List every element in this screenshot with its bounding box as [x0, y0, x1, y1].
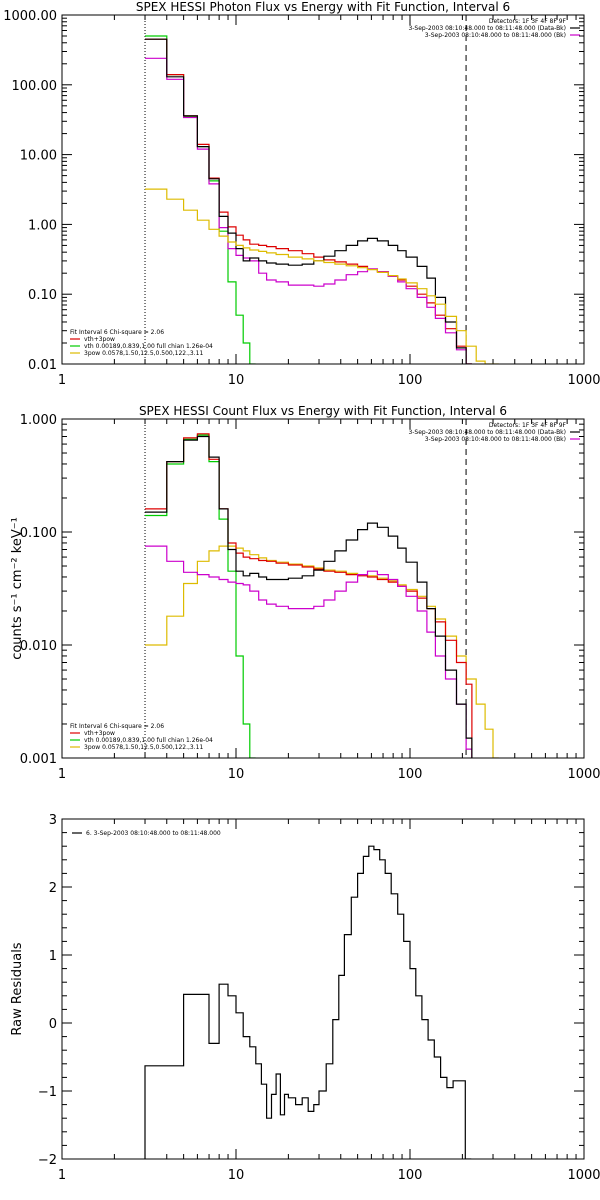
count-series-line: [145, 545, 473, 758]
residuals-legend-entry: 6. 3-Sep-2003 08:10:48.000 to 08:11:48.0…: [86, 830, 221, 837]
residuals-xtick-label: 100: [398, 1168, 423, 1183]
residuals-xtick-label: 1: [58, 1168, 66, 1183]
count-ytick-label: 1.000: [20, 413, 57, 428]
count-series-line: [145, 434, 256, 758]
count-xtick-label: 1: [58, 767, 66, 782]
residuals-ytick-label: 1: [49, 949, 57, 964]
photon-series-line: [145, 38, 472, 364]
photon-info-line: Detectors: 1F 3F 4F 8F 9F: [489, 18, 567, 25]
residuals-ytick-label: −2: [38, 1153, 57, 1168]
residuals-ytick-label: −1: [38, 1085, 57, 1100]
photon-legend-entry: vth+3pow: [84, 336, 115, 343]
photon-legend-entry: vth 0.00189,0.839,1.00 full chian 1.26e-…: [84, 343, 213, 350]
residuals-xtick-label: 10: [228, 1168, 245, 1183]
photon-ytick-label: 1000.00: [3, 9, 57, 24]
count-info-line: Detectors: 1F 3F 4F 8F 9F: [489, 422, 567, 429]
count-ylabel: counts s⁻¹ cm⁻² keV⁻¹: [10, 517, 25, 660]
photon-xtick-label: 1000: [567, 373, 600, 388]
count-series-line: [145, 435, 473, 758]
count-legend-entry: 3pow 0.0578,1.50,12.5,0.500,122.,3.11: [84, 744, 203, 751]
photon-xtick-label: 10: [228, 373, 245, 388]
photon-ytick-label: 1.00: [28, 218, 57, 233]
count-xtick-label: 100: [398, 767, 423, 782]
count-xtick-label: 10: [228, 767, 245, 782]
count-xtick-label: 1000: [567, 767, 600, 782]
photon-xtick-label: 100: [398, 373, 423, 388]
photon-panel: SPEX HESSI Photon Flux vs Energy with Fi…: [3, 0, 600, 388]
count-data: [145, 433, 499, 758]
count-panel: SPEX HESSI Count Flux vs Energy with Fit…: [10, 404, 600, 782]
photon-ytick-label: 0.01: [28, 358, 57, 373]
photon-ytick-label: 100.00: [12, 79, 58, 94]
photon-legend-title: Fit Interval 6 Chi-square = 2.06: [70, 329, 164, 336]
photon-info-line: 3-Sep-2003 08:10:48.000 to 08:11:48.000 …: [408, 25, 566, 32]
photon-data: [145, 35, 499, 364]
photon-title: SPEX HESSI Photon Flux vs Energy with Fi…: [136, 0, 510, 14]
residuals-ytick-label: 3: [49, 813, 57, 828]
residuals-ytick-label: 2: [49, 881, 57, 896]
count-legend-entry: vth+3pow: [84, 730, 115, 737]
count-info-line: 3-Sep-2003 08:10:48.000 to 08:11:48.000 …: [408, 429, 566, 436]
count-title: SPEX HESSI Count Flux vs Energy with Fit…: [139, 404, 507, 418]
photon-legend-entry: 3pow 0.0578,1.50,12.5,0.500,122.,3.11: [84, 350, 203, 357]
count-ytick-label: 0.010: [20, 639, 57, 654]
count-legend-title: Fit Interval 6 Chi-square = 2.06: [70, 723, 164, 730]
photon-info-line: 3-Sep-2003 08:10:48.000 to 08:11:48.000 …: [425, 32, 566, 39]
count-frame: [61, 418, 585, 759]
photon-ytick-label: 10.00: [20, 149, 57, 164]
photon-series-line: [145, 57, 472, 364]
photon-xtick-label: 1: [58, 373, 66, 388]
residuals-ylabel: Raw Residuals: [10, 942, 25, 1035]
count-legend-entry: vth 0.00189,0.839,1.00 full chian 1.26e-…: [84, 737, 213, 744]
residuals-panel: 1 10 100 1000 −2 −1 0 1 2 3 Raw Residuals 6. 3-Sep-…: [10, 813, 600, 1183]
photon-series-line: [145, 35, 256, 364]
count-ytick-label: 0.001: [20, 752, 57, 767]
photon-frame: [61, 14, 585, 365]
residuals-frame: [61, 818, 585, 1160]
photon-ytick-label: 0.10: [28, 288, 57, 303]
residuals-xtick-label: 1000: [567, 1168, 600, 1183]
photon-series-line: [145, 188, 499, 364]
residuals-ytick-label: 0: [49, 1017, 57, 1032]
residuals-series-line: [144, 845, 472, 1159]
count-info-line: 3-Sep-2003 08:10:48.000 to 08:11:48.000 …: [425, 436, 566, 443]
count-ytick-label: 0.100: [20, 526, 57, 541]
photon-series-line: [145, 38, 472, 364]
residuals-data: [144, 845, 472, 1159]
